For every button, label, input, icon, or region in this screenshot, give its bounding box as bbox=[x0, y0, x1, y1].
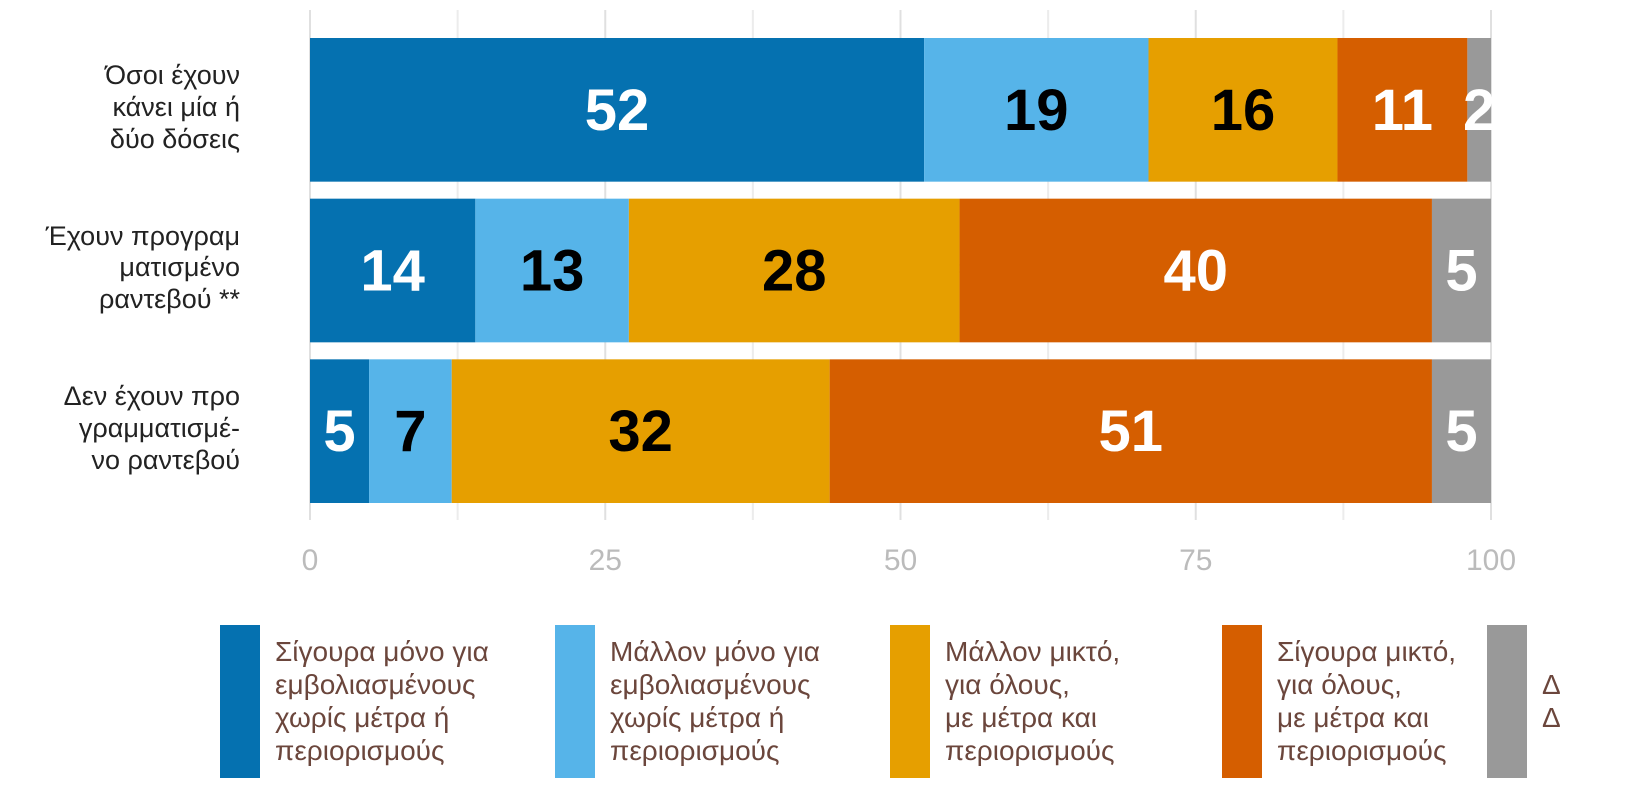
bar-segment bbox=[959, 198, 1432, 343]
bar-segment bbox=[829, 359, 1432, 503]
category-label: Έχουν προγραμ ματισμένο ραντεβού ** bbox=[45, 220, 240, 315]
legend-label: Δ Δ bbox=[1542, 669, 1561, 734]
value-label: 7 bbox=[394, 399, 426, 464]
value-label: 5 bbox=[1445, 239, 1477, 304]
value-label: 14 bbox=[360, 239, 425, 304]
bar-segment bbox=[451, 359, 830, 503]
x-tick-label: 100 bbox=[1466, 544, 1516, 577]
x-tick-label: 50 bbox=[884, 544, 917, 577]
bar-segment bbox=[475, 198, 629, 343]
bar-segment bbox=[310, 359, 370, 503]
value-label: 2 bbox=[1463, 78, 1495, 143]
legend-swatch bbox=[1222, 625, 1262, 778]
value-label: 52 bbox=[585, 78, 650, 143]
legend-swatch bbox=[1487, 625, 1527, 778]
bar-segment bbox=[924, 38, 1149, 182]
value-label: 32 bbox=[608, 399, 673, 464]
category-label: Δεν έχουν προ γραμματισμέ- νο ραντεβού bbox=[63, 381, 240, 475]
bar-segment bbox=[1337, 38, 1468, 182]
bar-segment bbox=[310, 198, 476, 343]
legend-label: Σίγουρα μόνο για εμβολιασμένους χωρίς μέ… bbox=[275, 636, 489, 767]
value-label: 16 bbox=[1211, 78, 1276, 143]
value-label: 51 bbox=[1099, 399, 1164, 464]
x-tick-label: 0 bbox=[302, 544, 319, 577]
category-label: Όσοι έχουν κάνει μία ή δύο δόσεις bbox=[105, 59, 240, 154]
bar-segment bbox=[1467, 38, 1491, 182]
value-label: 13 bbox=[520, 239, 585, 304]
legend-swatch bbox=[890, 625, 930, 778]
x-tick-label: 75 bbox=[1179, 544, 1212, 577]
value-label: 19 bbox=[1004, 78, 1069, 143]
x-tick-label: 25 bbox=[589, 544, 622, 577]
value-label: 5 bbox=[323, 399, 355, 464]
bar-segment bbox=[369, 359, 452, 503]
value-label: 11 bbox=[1372, 78, 1433, 143]
legend-swatch bbox=[220, 625, 260, 778]
legend-label: Σίγουρα μικτό, για όλους, με μέτρα και π… bbox=[1277, 636, 1457, 767]
value-label: 40 bbox=[1163, 239, 1228, 304]
value-label: 5 bbox=[1445, 399, 1477, 464]
legend-label: Μάλλον μόνο για εμβολιασμένους χωρίς μέτ… bbox=[610, 636, 820, 767]
bar-segment bbox=[1431, 198, 1491, 343]
bar-segment bbox=[628, 198, 960, 343]
legend-label: Μάλλον μικτό, για όλους, με μέτρα και πε… bbox=[945, 636, 1121, 767]
bar-segment bbox=[1148, 38, 1338, 182]
legend-swatch bbox=[555, 625, 595, 778]
value-label: 28 bbox=[762, 239, 827, 304]
bar-segment bbox=[310, 38, 925, 182]
bar-segment bbox=[1431, 359, 1491, 503]
